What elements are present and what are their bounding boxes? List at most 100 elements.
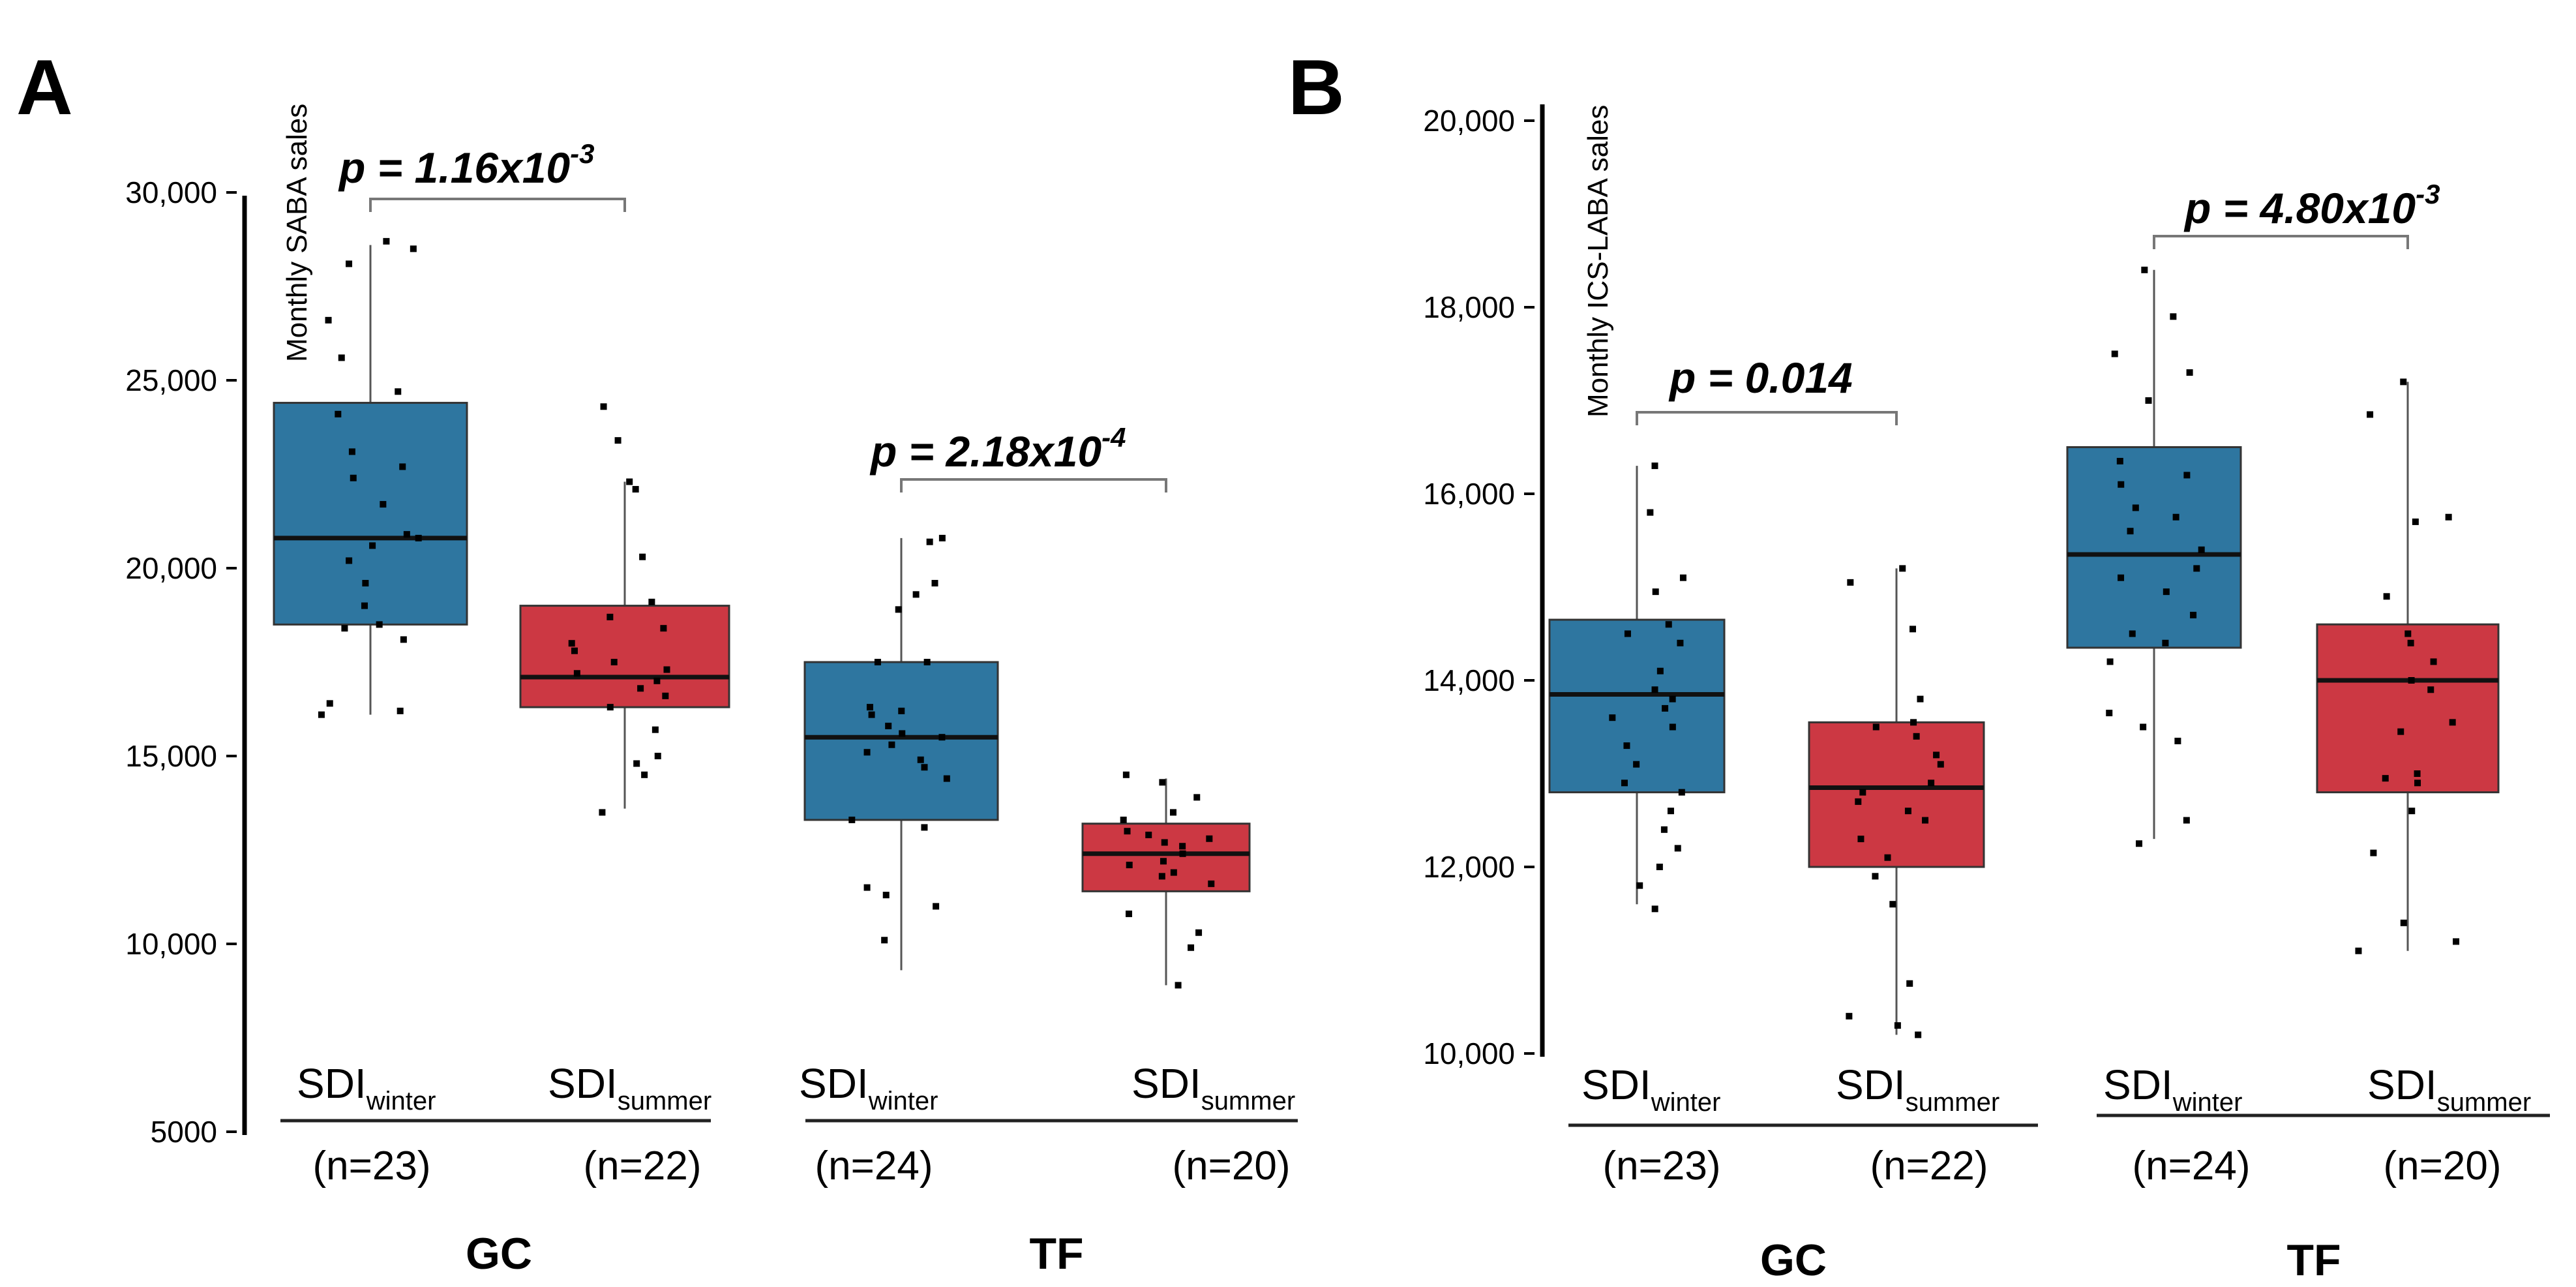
data-point [1937,761,1944,768]
data-point [663,666,670,673]
data-point [885,722,892,729]
iqr-box [1081,823,1251,892]
data-point [1126,862,1133,869]
category-label: SDIwinter [799,1060,938,1115]
data-point [1636,882,1643,889]
data-point [923,659,931,665]
data-point [573,670,580,677]
category-base: SDI [1581,1061,1651,1108]
category-label: SDIsummer [1131,1060,1295,1115]
data-point [600,403,607,410]
data-point [2140,723,2147,731]
data-point [2106,658,2114,665]
y-tick-label: 20,000 [125,551,217,585]
comparison-bracket [369,198,626,212]
category-base: SDI [1131,1060,1201,1107]
data-point [866,704,873,711]
data-point [362,580,369,587]
data-point [610,659,618,665]
data-point [632,486,639,493]
data-point [346,260,353,267]
data-point [348,448,355,455]
category-subscript: summer [1201,1087,1295,1115]
data-point [1624,630,1631,637]
data-point [1910,626,1917,633]
sample-size-label: (n=20) [2384,1143,2502,1189]
data-point [1175,982,1182,989]
data-point [1122,771,1130,778]
data-point [1609,714,1616,721]
category-base: SDI [548,1060,618,1107]
data-point [2190,611,2197,618]
data-point [2367,411,2374,418]
sample-size-label: (n=20) [1173,1143,1291,1189]
p-value-exponent: -4 [1101,422,1126,453]
group-label: TF [1029,1229,1083,1279]
comparison-bracket [900,478,1167,492]
category-subscript: winter [366,1087,436,1115]
data-point [1633,761,1640,768]
data-point [2370,849,2377,856]
y-tick-label: 16,000 [1423,477,1515,511]
category-label: SDIsummer [548,1060,711,1115]
data-point [2183,817,2190,824]
data-point [933,903,940,910]
data-point [607,613,614,620]
group-label: GC [1760,1235,1827,1285]
data-point [1193,794,1201,801]
data-point [1857,836,1865,843]
panel-b: B 20,000 18,000 16,000 14,000 12,000 10,000 Mon… [1288,44,2550,1285]
category-label: SDIsummer [1836,1061,1999,1117]
data-point [2172,513,2179,521]
data-point [2136,840,2143,847]
data-point [369,542,376,549]
data-point [403,531,410,538]
data-point [571,647,578,654]
y-tick-label: 10,000 [1423,1037,1515,1070]
data-point [2400,919,2407,926]
data-point [2430,658,2437,665]
p-value-text: p = 2.18x10 [869,427,1101,476]
data-point [2427,686,2434,693]
data-point [938,534,946,541]
data-point [1910,719,1917,726]
sample-size-label: (n=22) [1870,1143,1988,1189]
data-point [1660,826,1668,833]
data-point [2111,350,2118,357]
data-point [1669,723,1676,731]
p-value-exponent: -3 [2416,179,2440,209]
data-point [1169,809,1176,816]
data-point [888,741,895,748]
category-label: SDIwinter [1581,1061,1720,1117]
data-point [641,771,648,778]
data-point [2445,513,2452,521]
iqr-box [519,605,730,708]
y-axis-title: Monthly ICS-LABA sales [1582,105,1614,417]
iqr-box [2316,623,2500,794]
data-point [568,640,575,647]
data-point [376,621,383,628]
data-point [2400,378,2407,386]
y-tick-label: 15,000 [125,739,217,773]
data-point [633,760,640,767]
data-point [912,591,920,598]
data-point [1665,621,1672,628]
y-tick-label: 10,000 [125,927,217,961]
group-label: TF [2286,1235,2341,1285]
data-point [2383,593,2390,600]
sample-size-label: (n=23) [1603,1143,1721,1189]
data-point [2145,397,2152,404]
data-point [2116,457,2123,464]
data-point [1674,845,1681,852]
data-point [1651,686,1658,693]
box-2 [803,534,999,971]
data-point [1917,695,1924,703]
data-point [335,410,342,417]
data-point [938,734,946,741]
data-point [400,636,407,643]
category-base: SDI [799,1060,869,1107]
data-point [2132,504,2139,511]
category-subscript: winter [868,1087,938,1115]
data-point [1667,808,1674,815]
p-value-text: p = 0.014 [1668,354,1853,402]
